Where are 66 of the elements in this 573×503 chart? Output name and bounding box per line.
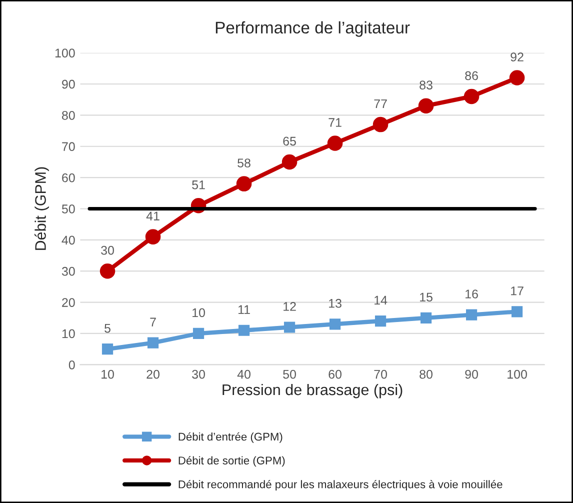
point (509, 70, 525, 86)
point (236, 176, 252, 192)
x-tick-label: 30 (192, 370, 205, 379)
point (327, 136, 343, 151)
y-tick-label: 40 (62, 236, 75, 245)
x-tick-label: 100 (508, 370, 527, 379)
y-tick-label: 30 (62, 266, 75, 276)
point (418, 98, 434, 114)
data-label: 12 (284, 302, 296, 311)
data-label: 30 (101, 246, 114, 255)
data-label: 41 (146, 212, 160, 220)
x-tick-label: 20 (146, 370, 160, 379)
legend-label: Débit de sortie (GPM) (178, 456, 285, 467)
x-axis-title: Pression de brassage (psi) (222, 384, 402, 398)
y-tick-label: 100 (55, 48, 75, 58)
y-tick-label: 20 (62, 298, 75, 307)
data-label: 86 (465, 71, 478, 80)
legend-label: Débit recommandé pour les malaxeurs électriques à voie mouillée (178, 480, 502, 490)
x-tick-label: 90 (465, 370, 478, 379)
y-tick-label: 70 (62, 142, 75, 152)
x-tick-label: 50 (283, 370, 296, 379)
data-label: 13 (329, 298, 342, 308)
x-tick-label: 60 (328, 370, 342, 379)
point (102, 344, 114, 355)
point (374, 315, 386, 327)
point (466, 309, 478, 320)
data-label: 58 (238, 158, 250, 168)
data-label: 92 (510, 52, 524, 62)
data-label: 65 (283, 136, 296, 146)
x-tick-label: 70 (374, 370, 388, 379)
point (145, 229, 161, 244)
point (238, 324, 250, 336)
point (282, 154, 298, 170)
y-tick-label: 0 (68, 360, 75, 370)
data-label: 71 (328, 118, 342, 127)
data-label: 11 (238, 305, 250, 314)
y-tick-label: 80 (62, 110, 75, 120)
data-label: 15 (420, 292, 432, 302)
x-tick-label: 10 (102, 370, 114, 379)
y-tick-label: 90 (62, 80, 75, 89)
legend-label: Débit d’entrée (GPM) (178, 432, 282, 443)
y-tick-label: 50 (62, 204, 75, 214)
data-label: 7 (150, 318, 156, 326)
x-tick-label: 40 (237, 370, 250, 379)
data-label: 16 (466, 290, 478, 298)
point (147, 337, 159, 348)
data-label: 10 (192, 308, 205, 318)
data-label: 51 (192, 180, 205, 190)
x-tick-label: 80 (420, 370, 433, 379)
data-label: 5 (104, 324, 110, 333)
data-label: 83 (420, 80, 432, 90)
data-label: 14 (374, 296, 388, 305)
point (464, 88, 480, 104)
point (284, 322, 296, 333)
point (192, 328, 204, 340)
data-label: 17 (511, 286, 524, 296)
y-axis-title: Débit (GPM) (34, 167, 49, 250)
point (329, 318, 341, 330)
point (100, 263, 116, 279)
y-tick-label: 10 (62, 329, 75, 338)
y-tick-label: 60 (62, 173, 75, 182)
chart-title: Performance de l’agitateur (216, 21, 410, 37)
point (511, 306, 523, 318)
data-label: 77 (374, 99, 387, 108)
point (420, 312, 432, 324)
point (372, 116, 388, 132)
